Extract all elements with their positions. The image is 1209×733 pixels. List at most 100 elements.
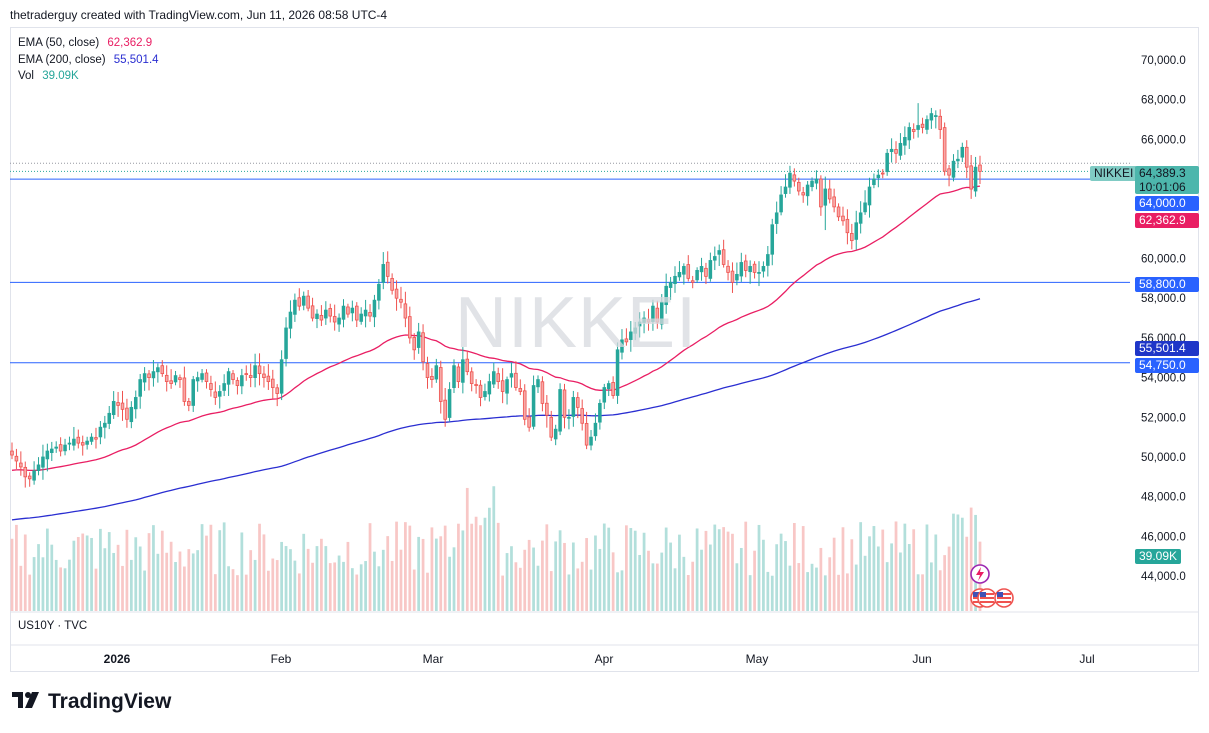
volume-bar [59,567,62,611]
candle-body [863,202,867,213]
volume-bar [527,539,531,611]
candle-body [951,160,956,178]
volume-bar [938,570,942,611]
volume-bar [859,522,863,611]
candle-body [293,299,297,315]
candle-body [960,146,965,158]
volume-bar [823,575,827,611]
candle-body [14,455,19,462]
candle-body [903,137,907,146]
candle-body [841,215,845,222]
volume-bar [280,541,283,611]
candle-body [425,363,430,379]
candle-body [867,186,872,206]
candle-body [774,212,779,224]
volume-bar [112,552,116,611]
volume-bar [647,550,650,611]
economic-events[interactable] [968,562,1028,617]
volume-bar [421,538,425,611]
candle-body [500,380,505,392]
candle-body [266,375,271,382]
volume-bar [178,551,182,611]
volume-bar [695,528,699,611]
y-tick-label: 44,000.0 [1141,571,1186,583]
volume-bar [107,532,111,611]
volume-bar [68,559,71,611]
volume-bar [735,563,739,611]
volume-bar [589,569,593,611]
candle-body [310,305,315,319]
volume-bar [160,530,164,611]
candle-body [832,196,836,208]
tradingview-brand[interactable]: TradingView [12,690,171,714]
volume-bar [129,559,133,611]
y-tick-label: 48,000.0 [1141,492,1186,504]
volume-bar [669,542,672,611]
candle-body [416,331,421,348]
legend-ema50[interactable]: EMA (50, close) 62,362.9 [18,35,159,52]
volume-bar [788,565,792,611]
candle-body [279,359,284,394]
volume-bar [76,537,80,611]
candle-body [41,456,45,468]
volume-bar [10,538,14,611]
volume-bar [854,564,858,611]
candle-body [823,188,828,206]
legend-ema200-value: 55,501.4 [113,53,159,66]
legend-ema200[interactable]: EMA (200, close) 55,501.4 [18,52,159,69]
candle-body [213,391,218,398]
us-flag-event-icon-2[interactable] [977,588,997,608]
candle-body [36,464,41,471]
lightning-event-icon[interactable] [970,564,990,584]
volume-bar [974,514,977,611]
candle-body [27,475,32,480]
volume-bar [315,546,319,611]
volume-bar [934,534,938,611]
x-tick-label: May [746,652,769,666]
volume-bar [302,533,306,611]
volume-bar [191,553,195,611]
candle-body [80,442,85,446]
volume-bar [23,534,27,611]
volume-bar [748,575,752,611]
level-58800-tag: 58,800.0 [1135,277,1199,292]
candle-body [487,381,492,395]
us-flag-event-icon-3[interactable] [994,588,1014,608]
volume-bar [483,517,487,611]
volume-bar [368,523,372,611]
volume-bar [766,571,770,611]
y-tick-label: 60,000.0 [1141,254,1186,266]
candle-body [739,262,744,277]
volume-bar [262,534,266,611]
legend-volume[interactable]: Vol 39.09K [18,68,159,85]
candle-body [942,127,947,172]
candle-body [797,181,801,192]
volume-bar [240,532,244,611]
candle-body [125,407,129,420]
volume-bar [205,535,208,611]
candle-body [730,270,735,283]
candle-body [346,306,350,315]
volume-bar [815,567,818,611]
candle-body [301,295,306,306]
volume-bar [443,525,447,611]
candle-body [911,128,916,132]
volume-bar [744,521,748,611]
candles [10,103,982,488]
candle-body [169,380,173,384]
volume-bar [819,547,823,611]
volume-bar [947,546,951,611]
volume-bar [404,522,407,611]
volume-bar [81,533,85,611]
candle-body [430,375,434,380]
candle-body [262,373,266,378]
candle-body [527,416,531,428]
volume-bar [134,537,138,611]
volume-bar [709,544,712,611]
y-tick-label: 52,000.0 [1141,412,1186,424]
candle-body [399,298,403,303]
candle-body [368,312,372,317]
volume-bar [779,533,783,611]
legend-volume-value: 39.09K [42,70,79,82]
